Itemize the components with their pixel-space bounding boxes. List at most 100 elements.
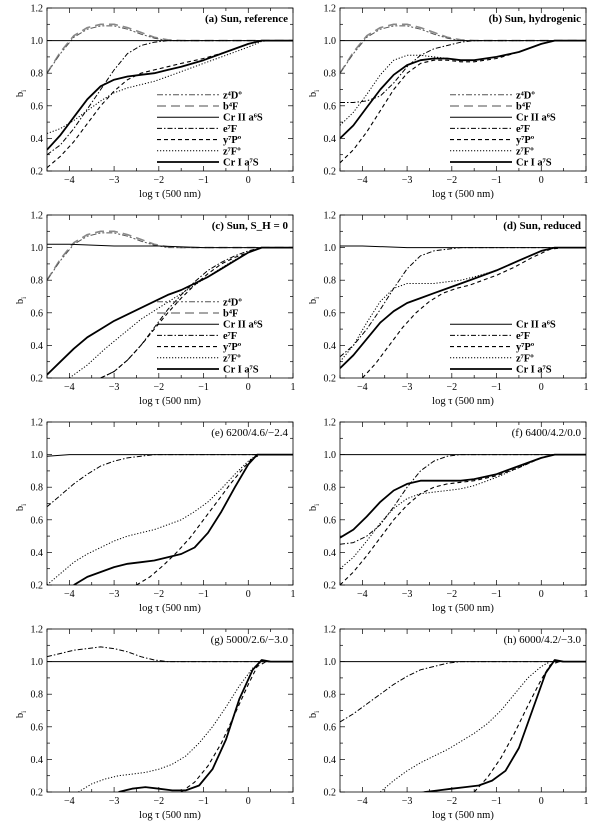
- panel-f: −4 −3 −2 −1 0 1 0.2 0.4 0.6 0.8 1.0 1.2 log τ (500 n…: [308, 418, 589, 615]
- legend-label-y7Po: y⁷Pº: [223, 342, 242, 353]
- series-y7Po: [473, 661, 586, 792]
- legend-label-y7Po: y⁷Pº: [516, 342, 535, 353]
- x-tick-label: 0: [246, 589, 251, 600]
- series-y7Po: [340, 454, 586, 585]
- legend-label-z4Do: z⁴Dº: [223, 297, 242, 308]
- plot-frame: [339, 421, 587, 586]
- x-tick-label: −3: [402, 796, 413, 807]
- y-tick-label: 1.2: [324, 211, 337, 222]
- y-tick-label: 0.8: [324, 690, 337, 701]
- y-tick-label: 1.0: [324, 450, 337, 461]
- y-tick-label: 0.6: [31, 101, 44, 112]
- series-e7F: [340, 247, 586, 358]
- y-tick-label: 1.0: [324, 243, 337, 254]
- x-tick-label: −2: [446, 589, 457, 600]
- x-tick-label: −3: [109, 589, 120, 600]
- plot-frame: [339, 628, 587, 793]
- x-tick-label: −2: [446, 796, 457, 807]
- x-axis-label: log τ (500 nm): [139, 396, 201, 407]
- plot-frame: [46, 628, 294, 793]
- legend-label-z4Do: z⁴Dº: [516, 90, 535, 101]
- y-tick-label: 0.8: [324, 276, 337, 287]
- series-CrI: [47, 246, 293, 376]
- series-e7F: [47, 454, 293, 508]
- series-y7Po: [180, 661, 293, 792]
- y-tick-label: 0.6: [31, 515, 44, 526]
- plot-frame: [46, 421, 294, 586]
- series-CrI: [73, 453, 293, 585]
- series-CrI: [340, 453, 586, 539]
- legend-label-z7Fo: z⁷Fº: [223, 353, 241, 364]
- y-tick-label: 0.6: [324, 101, 337, 112]
- series-y7Po: [47, 40, 293, 169]
- panel-title: (h) 6000/4.2/−3.0: [504, 634, 582, 646]
- x-axis-label: log τ (500 nm): [432, 189, 494, 200]
- panel-title: (b) Sun, hydrogenic: [489, 13, 582, 25]
- y-tick-label: 0.2: [31, 374, 44, 385]
- x-tick-label: 1: [291, 175, 296, 186]
- x-tick-label: 1: [291, 796, 296, 807]
- x-tick-label: −3: [402, 382, 413, 393]
- y-tick-label: 0.4: [324, 341, 337, 352]
- y-tick-label: 0.6: [31, 308, 44, 319]
- plot-frame: [46, 7, 294, 172]
- series-group: [340, 453, 586, 585]
- y-tick-label: 1.0: [324, 657, 337, 668]
- panel-title: (a) Sun, reference: [205, 13, 288, 25]
- x-tick-label: 0: [246, 796, 251, 807]
- x-tick-label: −2: [153, 382, 164, 393]
- y-tick-label: 0.6: [324, 515, 337, 526]
- x-axis-label: log τ (500 nm): [432, 603, 494, 614]
- y-tick-label: 0.4: [31, 134, 44, 145]
- y-tick-label: 0.8: [324, 483, 337, 494]
- x-tick-label: −4: [64, 796, 75, 807]
- x-tick-label: −4: [357, 382, 368, 393]
- legend-label-e7F: e⁷F: [223, 331, 237, 342]
- x-axis-label: log τ (500 nm): [139, 810, 201, 821]
- x-tick-label: 1: [584, 175, 589, 186]
- series-y7Po: [361, 247, 586, 378]
- series-e7F: [47, 40, 293, 156]
- series-group: [340, 659, 586, 792]
- y-tick-label: 0.6: [324, 722, 337, 733]
- x-tick-label: 1: [584, 796, 589, 807]
- y-axis-label: bi: [308, 90, 321, 97]
- x-axis-label: log τ (500 nm): [432, 396, 494, 407]
- legend-label-CrI: Cr I a⁷S: [516, 158, 552, 169]
- x-tick-label: −1: [491, 382, 502, 393]
- series-group: [47, 453, 293, 585]
- y-tick-label: 1.2: [324, 4, 337, 15]
- x-tick-label: −2: [446, 382, 457, 393]
- x-tick-label: −1: [198, 382, 209, 393]
- legend-label-CrII: Cr II a⁶S: [223, 113, 263, 124]
- y-axis-label: bi: [15, 90, 28, 97]
- legend-label-b4F: b⁴F: [223, 102, 238, 113]
- x-tick-label: −1: [198, 589, 209, 600]
- x-tick-label: −1: [198, 796, 209, 807]
- x-tick-label: −3: [402, 175, 413, 186]
- y-tick-label: 0.2: [31, 788, 44, 799]
- legend-label-CrII: Cr II a⁶S: [516, 320, 556, 331]
- x-tick-label: 1: [584, 382, 589, 393]
- series-e7F: [47, 646, 293, 663]
- y-axis-label: bi: [308, 711, 321, 718]
- series-CrI: [340, 246, 586, 369]
- x-tick-label: 0: [246, 175, 251, 186]
- y-tick-label: 1.2: [31, 211, 44, 222]
- legend-label-CrI: Cr I a⁷S: [516, 365, 552, 376]
- series-group: [340, 23, 586, 164]
- y-axis-label: bi: [308, 504, 321, 511]
- legend-label-y7Po: y⁷Pº: [223, 135, 242, 146]
- series-CrII: [340, 245, 586, 249]
- x-tick-label: −4: [357, 175, 368, 186]
- y-tick-label: 1.2: [324, 625, 337, 636]
- y-tick-label: 1.0: [31, 657, 44, 668]
- plot-frame: [339, 214, 587, 379]
- y-tick-label: 0.4: [31, 548, 44, 559]
- x-tick-label: −1: [198, 175, 209, 186]
- panel-a: −4 −3 −2 −1 0 1 0.2 0.4 0.6 0.8 1.0 1.2 log τ (500 n…: [15, 4, 296, 201]
- series-z4Do: [47, 232, 293, 281]
- y-tick-label: 0.4: [324, 134, 337, 145]
- panel-h: −4 −3 −2 −1 0 1 0.2 0.4 0.6 0.8 1.0 1.2 log τ (500 n…: [308, 625, 589, 822]
